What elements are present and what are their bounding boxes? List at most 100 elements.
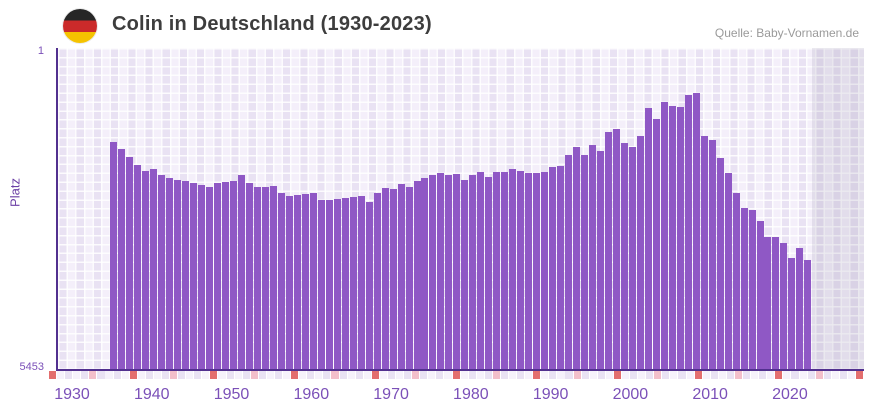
strip-square [468,371,476,379]
strip-square [791,371,799,379]
strip-square [557,371,565,379]
bar-1954 [261,187,269,369]
strip-square [492,371,500,379]
strip-square [702,371,710,379]
strip-square [153,371,161,379]
x-tick-label-2000: 2000 [612,386,649,403]
bar-1997 [604,132,612,369]
strip-square [436,371,444,379]
bar-1993 [573,147,581,369]
strip-square [452,371,460,379]
bar-1972 [405,187,413,369]
x-tick-label-1990: 1990 [532,386,569,403]
bar-1950 [230,181,238,369]
bar-2020 [788,258,796,369]
strip-square [291,371,299,379]
x-tick-label-2010: 2010 [692,386,728,403]
strip-square [379,371,387,379]
strip-square [686,371,694,379]
x-tick-label-2020: 2020 [772,386,808,403]
bar-2022 [804,260,812,369]
bar-2010 [708,140,716,369]
bar-1998 [612,129,620,369]
bar-1970 [389,189,397,369]
strip-square [404,371,412,379]
y-axis-min-label: 5453 [19,361,44,373]
bar-1967 [365,202,373,369]
bar-2008 [692,92,700,369]
bar-1965 [349,197,357,369]
strip-square [847,371,856,379]
strip-square [258,371,266,379]
strip-square [508,371,517,379]
x-tick-label-1980: 1980 [453,386,489,403]
bar-2006 [676,107,684,369]
strip-square [565,371,573,379]
strip-square [81,371,89,379]
strip-square [815,371,823,379]
bar-1935 [110,142,118,369]
strip-square [371,371,379,379]
bar-1975 [429,175,437,369]
strip-square [57,371,65,379]
bar-1978 [453,174,461,369]
strip-square [654,371,662,379]
strip-square [283,371,291,379]
strip-square [718,371,726,379]
strip-square [525,371,533,379]
bar-1971 [397,184,405,369]
bar-1973 [413,181,421,369]
x-tick-label-1930: 1930 [54,386,90,403]
source-label: Quelle: Baby-Vornamen.de [714,26,859,40]
strip-square [646,371,654,379]
future-region [811,48,864,369]
strip-square [396,371,404,379]
bar-1969 [381,188,389,369]
bar-2013 [732,193,740,369]
strip-square [533,371,541,379]
strip-square [73,371,81,379]
strip-square [274,371,283,379]
strip-square [856,371,864,379]
bar-2007 [684,94,692,369]
bar-1945 [190,183,198,369]
strip-square [638,371,646,379]
strip-square [145,371,153,379]
bar-2009 [700,136,708,369]
strip-square [65,371,73,379]
strip-square [573,371,581,379]
bar-2004 [660,102,668,369]
bar-1986 [517,171,525,369]
strip-square [412,371,420,379]
bar-1989 [541,172,549,369]
strip-square [218,371,226,379]
bar-1994 [581,154,589,369]
bar-1980 [469,175,477,369]
strip-square [743,371,751,379]
bar-1944 [182,181,190,369]
strip-square [710,371,718,379]
strip-square [839,371,847,379]
x-tick-label-1970: 1970 [373,386,409,403]
strip-square [476,371,484,379]
strip-square [331,371,339,379]
strip-square [97,371,105,379]
bar-1977 [445,175,453,369]
german-flag-icon [63,9,97,43]
bar-1963 [333,199,341,369]
strip-square [113,371,121,379]
bar-1941 [158,175,166,369]
bar-1947 [206,187,214,369]
bar-1939 [142,171,150,369]
strip-square [484,371,492,379]
strip-square [242,371,250,379]
strip-square [234,371,242,379]
bar-2015 [748,210,756,369]
strip-square [323,371,331,379]
bar-1964 [341,198,349,369]
strip-square [299,371,307,379]
strip-square [621,371,630,379]
bar-2012 [724,173,732,369]
strip-square [541,371,549,379]
